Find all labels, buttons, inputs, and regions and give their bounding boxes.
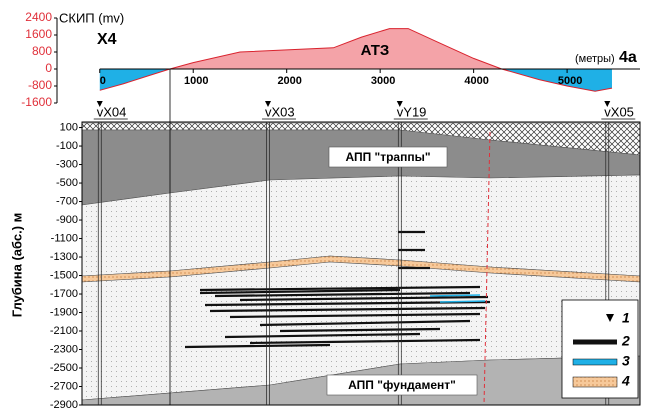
y-tick-label: -2100 bbox=[50, 325, 78, 337]
annotation: АТЗ bbox=[361, 42, 390, 59]
y-tick-label: -2300 bbox=[50, 343, 78, 355]
skip-chart: 2400 1600 800 0 -800 -1600 0 1000 2000 3000 4000 50… bbox=[21, 10, 640, 109]
y-tick-label: -1100 bbox=[51, 232, 78, 244]
well-name: vX03 bbox=[265, 104, 295, 119]
y-tick-label: -2700 bbox=[50, 380, 78, 392]
legend-label: 4 bbox=[621, 373, 630, 389]
y-tick-label: -100 bbox=[56, 140, 78, 152]
figure: 100-100-300-500-700-900-1100-1300-1500-1… bbox=[0, 0, 651, 409]
y-tick-label: -1600 bbox=[21, 95, 52, 109]
y-tick-label: -2500 bbox=[50, 362, 78, 374]
y-tick-label: -300 bbox=[56, 158, 78, 170]
y-tick-label: 2400 bbox=[25, 10, 52, 24]
legend-label: 2 bbox=[621, 333, 630, 349]
y-tick-label: -1300 bbox=[50, 251, 78, 263]
x-tick-label: 4000 bbox=[464, 75, 488, 87]
y-tick-label: -500 bbox=[56, 177, 78, 189]
legend-symbol bbox=[573, 377, 617, 387]
well-name: vX05 bbox=[604, 104, 634, 119]
y-tick-label: 0 bbox=[45, 61, 52, 75]
area-fill bbox=[100, 29, 612, 92]
y-tick-label: -1900 bbox=[50, 306, 78, 318]
y-tick-label: -900 bbox=[56, 214, 78, 226]
x-tick-label: 5000 bbox=[558, 75, 582, 87]
y-tick-label: -1700 bbox=[50, 288, 78, 300]
section: 100 -100 -300 -500 -700 -900 -1100 -1300 -1500 -1… bbox=[9, 69, 640, 409]
layer-label: АПП "траппы" bbox=[345, 150, 430, 164]
y-tick-label: -1500 bbox=[50, 269, 78, 281]
y-axis-title: СКИП (mv) bbox=[59, 10, 124, 25]
well-name: vX04 bbox=[97, 104, 127, 119]
y-tick-label: 100 bbox=[60, 121, 78, 133]
y-tick-label: -800 bbox=[28, 78, 52, 92]
sill-thin bbox=[430, 295, 480, 296]
left-label: X4 bbox=[97, 31, 117, 48]
y-axis-title: Глубина (абс.) м bbox=[9, 213, 24, 318]
x-tick-label: 2000 bbox=[277, 75, 301, 87]
y-tick-label: -2900 bbox=[50, 399, 78, 409]
x-tick-label: 1000 bbox=[184, 75, 208, 87]
y-tick-label: 1600 bbox=[25, 27, 52, 41]
x-tick-label: 3000 bbox=[371, 75, 395, 87]
legend-label: 3 bbox=[622, 353, 630, 369]
x-tick-label: 0 bbox=[100, 75, 106, 87]
layer-label: АПП "фундамент" bbox=[348, 378, 456, 392]
sill-thin bbox=[440, 301, 485, 302]
x-unit: (метры) bbox=[575, 53, 615, 65]
y-tick-label: -700 bbox=[56, 195, 78, 207]
legend-label: 1 bbox=[622, 310, 630, 326]
legend-symbol bbox=[573, 359, 617, 365]
right-label: 4а bbox=[619, 49, 637, 66]
y-tick-label: 800 bbox=[32, 44, 52, 58]
well-name: vY19 bbox=[397, 104, 427, 119]
